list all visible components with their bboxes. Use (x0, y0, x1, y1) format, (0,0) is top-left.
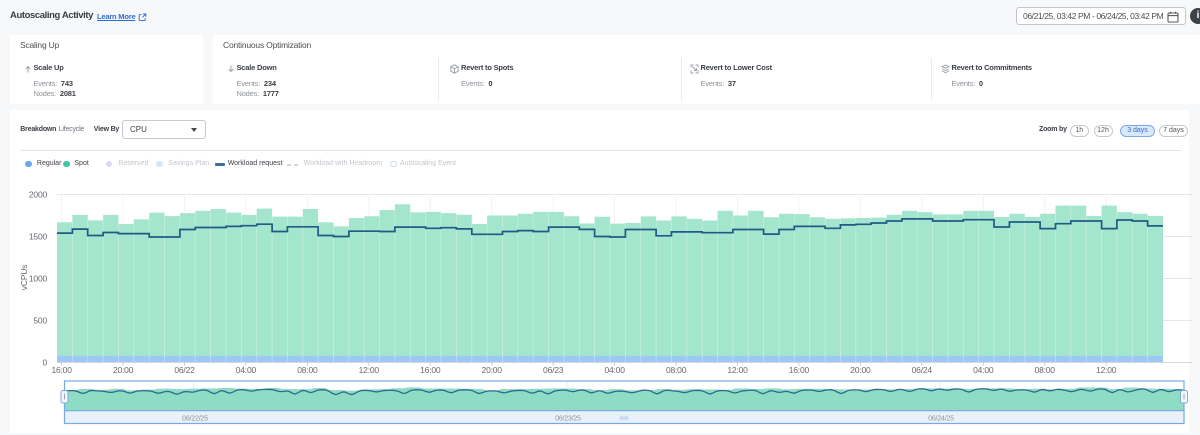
svg-text:08:00: 08:00 (666, 365, 687, 375)
svg-text:12:00: 12:00 (727, 365, 748, 375)
svg-text:16:00: 16:00 (789, 365, 810, 375)
svg-text:06/24/25: 06/24/25 (928, 416, 954, 423)
svg-text:08:00: 08:00 (1035, 365, 1056, 375)
svg-text:16:00: 16:00 (420, 365, 441, 375)
svg-text:20:00: 20:00 (850, 365, 871, 375)
svg-text:500: 500 (33, 316, 47, 326)
svg-text:04:00: 04:00 (236, 365, 257, 375)
svg-text:0: 0 (42, 358, 47, 368)
svg-text:06/22/25: 06/22/25 (182, 416, 208, 423)
svg-text:16:00: 16:00 (51, 365, 72, 375)
svg-text:06/23: 06/23 (543, 365, 564, 375)
svg-text:06/22: 06/22 (174, 365, 195, 375)
svg-text:12:00: 12:00 (1096, 365, 1117, 375)
svg-text:12:00: 12:00 (359, 365, 380, 375)
svg-text:06/24: 06/24 (912, 365, 933, 375)
svg-text:20:00: 20:00 (482, 365, 503, 375)
svg-text:20:00: 20:00 (113, 365, 134, 375)
svg-text:04:00: 04:00 (973, 365, 994, 375)
svg-text:1500: 1500 (29, 232, 48, 242)
svg-text:2000: 2000 (29, 190, 48, 200)
svg-text:04:00: 04:00 (604, 365, 625, 375)
svg-text:1000: 1000 (29, 274, 48, 284)
svg-text:vCPUs: vCPUs (19, 265, 29, 290)
svg-text:06/23/25: 06/23/25 (555, 416, 581, 423)
svg-text:08:00: 08:00 (297, 365, 318, 375)
